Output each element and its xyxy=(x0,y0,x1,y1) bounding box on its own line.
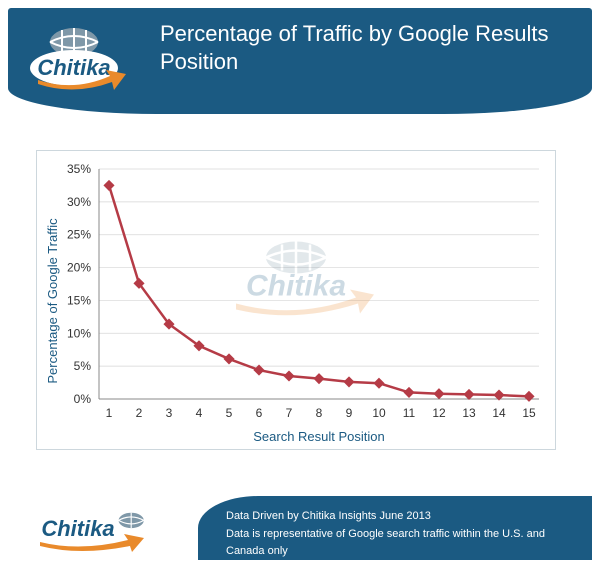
svg-text:1: 1 xyxy=(106,406,113,420)
svg-text:15%: 15% xyxy=(67,293,91,307)
svg-text:10%: 10% xyxy=(67,326,91,340)
svg-text:Chitika: Chitika xyxy=(41,516,114,541)
svg-text:20%: 20% xyxy=(67,261,91,275)
svg-text:5%: 5% xyxy=(74,359,92,373)
svg-text:8: 8 xyxy=(316,406,323,420)
svg-text:9: 9 xyxy=(346,406,353,420)
page-title: Percentage of Traffic by Google Results … xyxy=(160,20,580,75)
y-axis-label: Percentage of Google Traffic xyxy=(45,218,60,384)
line-chart: Percentage of Google Traffic Search Resu… xyxy=(37,151,557,451)
chart-container: Chitika Percentage of Google Traffic Sea… xyxy=(36,150,556,450)
logo-footer: Chitika xyxy=(34,506,154,552)
svg-text:6: 6 xyxy=(256,406,263,420)
svg-text:4: 4 xyxy=(196,406,203,420)
footer: Chitika Data Driven by Chitika Insights … xyxy=(8,496,592,560)
svg-text:0%: 0% xyxy=(74,392,92,406)
svg-text:12: 12 xyxy=(432,406,446,420)
logo-text: Chitika xyxy=(37,55,110,80)
footer-text-box: Data Driven by Chitika Insights June 201… xyxy=(198,496,592,560)
svg-text:11: 11 xyxy=(403,406,416,420)
svg-text:3: 3 xyxy=(166,406,173,420)
footer-line-2: Data is representative of Google search … xyxy=(226,526,574,561)
header: Chitika Percentage of Traffic by Google … xyxy=(8,8,592,106)
svg-text:35%: 35% xyxy=(67,162,91,176)
svg-text:2: 2 xyxy=(136,406,143,420)
svg-text:5: 5 xyxy=(226,406,233,420)
svg-text:14: 14 xyxy=(492,406,506,420)
svg-text:13: 13 xyxy=(462,406,476,420)
svg-text:15: 15 xyxy=(522,406,536,420)
svg-text:25%: 25% xyxy=(67,228,91,242)
logo-header: Chitika xyxy=(26,26,146,96)
footer-line-1: Data Driven by Chitika Insights June 201… xyxy=(226,508,574,526)
svg-text:7: 7 xyxy=(286,406,293,420)
svg-text:30%: 30% xyxy=(67,195,91,209)
svg-text:10: 10 xyxy=(372,406,386,420)
x-axis-label: Search Result Position xyxy=(253,429,385,444)
